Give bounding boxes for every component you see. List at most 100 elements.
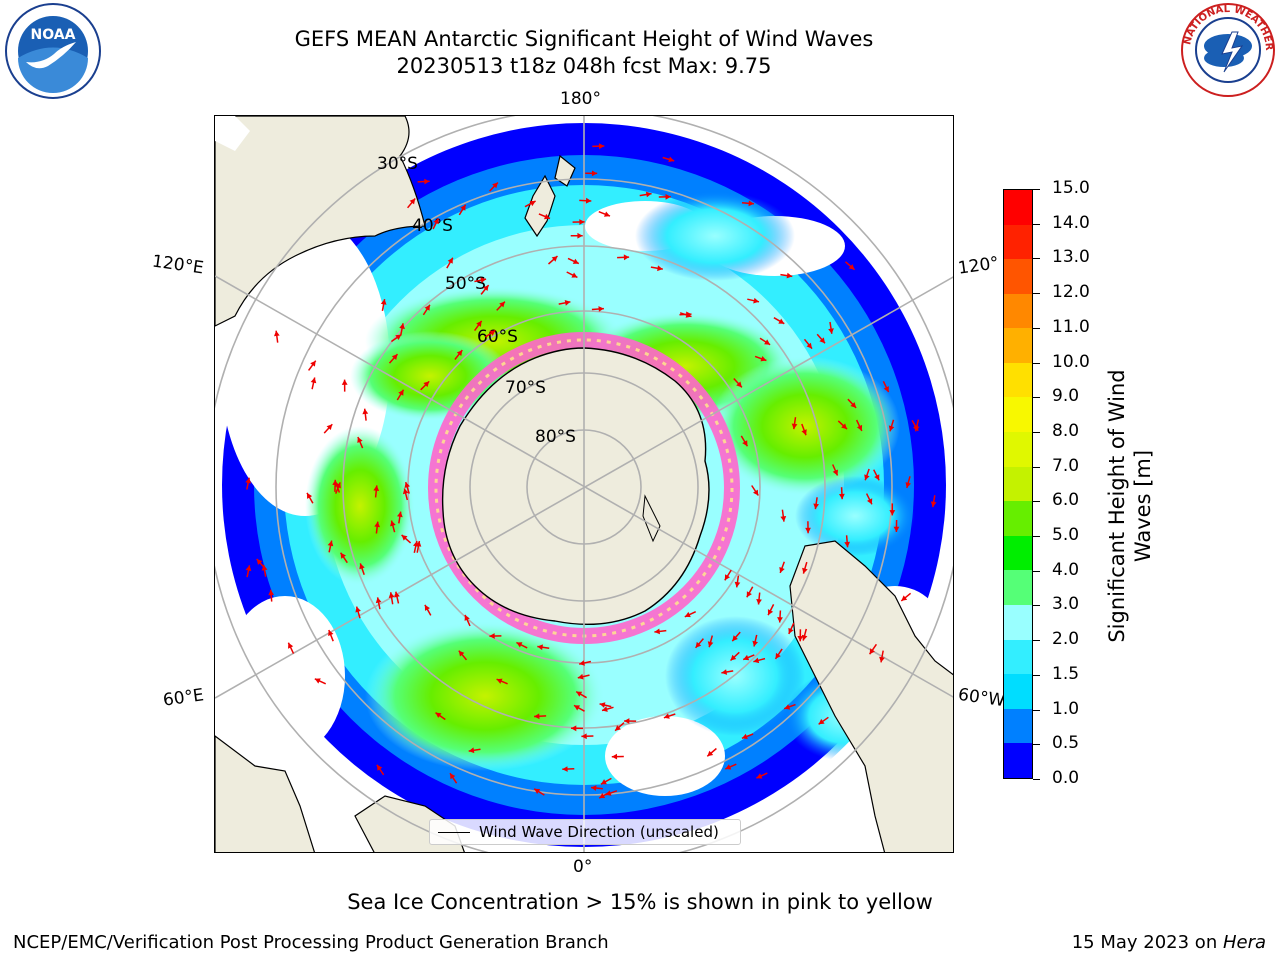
colorbar-tick-label: 1.5 [1052, 663, 1080, 684]
colorbar-tick-label: 0.0 [1052, 768, 1080, 788]
africa-landmass [215, 735, 316, 852]
colorbar-segment [1004, 189, 1032, 225]
wave-direction-arrowhead [362, 408, 369, 415]
wave-direction-arrowhead [314, 678, 321, 684]
colorbar-tick [1033, 293, 1040, 295]
wave-direction-arrowhead [736, 381, 742, 388]
wave-direction-arrowhead [424, 178, 430, 185]
colorbar-segment [1004, 639, 1032, 675]
wave-direction-arrowhead [746, 591, 752, 598]
wave-direction-arrowhead [376, 764, 383, 771]
colorbar-segment [1004, 293, 1032, 329]
wave-direction-arrowhead [657, 265, 663, 272]
colorbar-segment [1004, 605, 1032, 640]
wave-direction-arrowhead [841, 423, 847, 430]
colorbar-tick [1033, 327, 1040, 329]
wave-direction-arrowhead [624, 718, 630, 724]
wave-direction-arrowhead [390, 520, 396, 527]
wave-direction-arrowhead [818, 718, 825, 725]
wave-direction-arrowhead [839, 493, 845, 500]
wave-direction-arrowhead [391, 354, 398, 360]
lat-label-70: 70°S [505, 378, 546, 398]
lon-label-0: 0° [573, 857, 593, 877]
legend-label: Wind Wave Direction (unscaled) [479, 823, 719, 841]
wave-direction-arrowhead [571, 272, 578, 278]
colorbar-tick [1033, 744, 1040, 746]
colorbar-tick [1033, 258, 1040, 260]
colorbar-segment [1004, 362, 1032, 398]
chart-subtitle: 20230513 t18z 048h fcst Max: 9.75 [396, 54, 772, 78]
wave-direction-arrowhead [341, 379, 348, 385]
wave-direction-arrowhead [529, 201, 536, 207]
wave-direction-arrowhead [602, 706, 608, 712]
wave-direction-arrowhead [724, 574, 730, 581]
wave-direction-arrowhead [574, 705, 580, 711]
wave-direction-arrowhead [788, 627, 794, 634]
wave-direction-arrowhead [359, 563, 365, 570]
wave-direction-arrowhead [741, 733, 748, 740]
wave-direction-arrowhead [721, 669, 728, 675]
wave-direction-arrowhead [373, 485, 380, 491]
wave-direction-arrowhead [489, 330, 496, 336]
wave-direction-arrowhead [753, 489, 759, 496]
wave-direction-arrowhead [537, 644, 543, 651]
wave-direction-arrowhead [374, 521, 380, 528]
wave-direction-arrowhead [476, 320, 482, 327]
colorbar-tick-label: 10.0 [1052, 351, 1090, 372]
colorbar-tick-label: 3.0 [1052, 594, 1080, 615]
wave-direction-arrowhead [327, 540, 334, 547]
wave-direction-arrowhead [435, 712, 442, 718]
lon-label-60e: 60°E [161, 685, 206, 711]
wave-direction-arrowhead [534, 713, 540, 720]
colorbar-tick [1033, 536, 1040, 538]
sea-ice-note: Sea Ice Concentration > 15% is shown in … [347, 890, 933, 914]
wave-direction-arrowhead [598, 306, 604, 312]
colorbar-tick-label: 4.0 [1052, 559, 1080, 580]
new-zealand-landmass [524, 174, 556, 238]
wave-direction-arrowhead [577, 673, 584, 680]
wave-direction-arrowhead [404, 482, 410, 488]
wave-direction-arrowhead [599, 702, 606, 708]
lon-label-120e: 120°E [150, 251, 205, 279]
wave-direction-arrowhead [654, 628, 660, 635]
wave-direction-arrowhead [581, 733, 587, 740]
wave-direction-arrowhead [605, 790, 612, 796]
footer-machine: Hera [1222, 932, 1266, 953]
colorbar-tick-label: 9.0 [1052, 386, 1080, 407]
colorbar-tick-label: 7.0 [1052, 455, 1080, 476]
wave-direction-arrowhead [775, 652, 781, 659]
wave-direction-arrowhead [611, 753, 618, 760]
wave-direction-arrowhead [268, 589, 274, 596]
wave-direction-arrowhead [326, 424, 333, 430]
wave-direction-arrowhead [579, 219, 585, 225]
antarctica-landmass [441, 347, 710, 625]
wave-direction-arrowhead [743, 654, 750, 661]
wave-direction-arrowhead [695, 641, 702, 648]
wave-direction-arrowhead [805, 527, 811, 534]
wave-direction-arrowhead [856, 424, 863, 431]
map-panel: 30°S 40°S 50°S 60°S 70°S 80°S Wind Wave … [214, 115, 954, 853]
wave-direction-arrowhead [867, 498, 873, 505]
wave-direction-arrowhead [756, 773, 763, 779]
wave-direction-arrowhead [458, 650, 465, 657]
wave-direction-arrowhead [888, 425, 895, 432]
wave-direction-arrowhead [786, 272, 793, 279]
colorbar-tick [1033, 362, 1040, 364]
wave-direction-arrowhead [819, 337, 825, 344]
wave-direction-arrowhead [685, 312, 692, 318]
colorbar-tick [1033, 223, 1040, 225]
lat-label-50: 50°S [445, 274, 486, 294]
wave-direction-arrowhead [489, 633, 495, 639]
wind-wave-arrows [245, 143, 937, 799]
wave-direction-arrowhead [480, 277, 487, 283]
wave-direction-arrowhead [780, 516, 787, 522]
wave-direction-arrowhead [828, 328, 834, 334]
wave-direction-arrowhead [424, 604, 430, 611]
wave-direction-arrowhead [645, 191, 652, 198]
wave-direction-arrowhead [599, 793, 606, 799]
wave-direction-arrowhead [423, 381, 430, 388]
colorbar-tick [1033, 466, 1040, 468]
colorbar-tick-label: 14.0 [1052, 212, 1090, 233]
legend-line-swatch [438, 832, 470, 833]
colorbar-tick [1033, 640, 1040, 642]
